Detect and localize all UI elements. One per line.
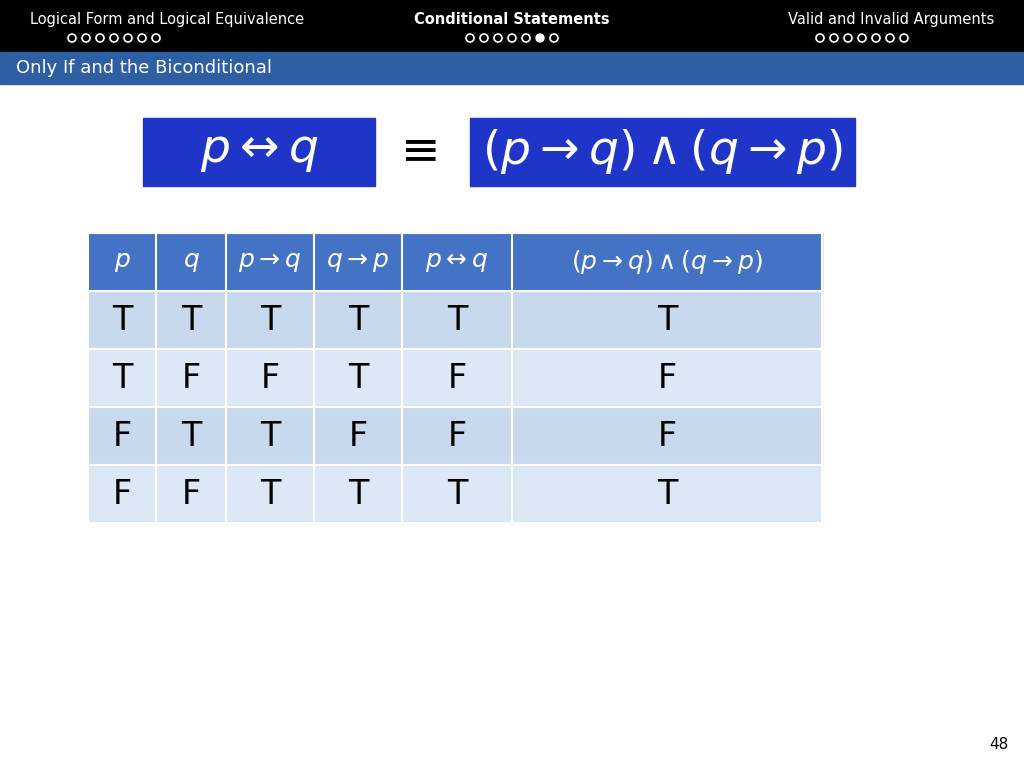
Bar bbox=[0, 0, 1024, 52]
Bar bbox=[156, 465, 226, 523]
Bar bbox=[226, 465, 314, 523]
Text: F: F bbox=[657, 362, 677, 395]
Text: T: T bbox=[181, 419, 201, 452]
Text: F: F bbox=[348, 419, 368, 452]
Text: F: F bbox=[113, 478, 132, 511]
Text: T: T bbox=[348, 362, 369, 395]
Text: $\mathit{q} \rightarrow \mathit{p}$: $\mathit{q} \rightarrow \mathit{p}$ bbox=[327, 250, 390, 274]
Bar bbox=[402, 465, 512, 523]
Bar bbox=[88, 291, 156, 349]
Bar bbox=[314, 407, 402, 465]
Bar bbox=[512, 349, 822, 407]
Bar bbox=[88, 465, 156, 523]
Bar bbox=[156, 291, 226, 349]
Bar bbox=[314, 233, 402, 291]
Bar bbox=[402, 233, 512, 291]
Text: T: T bbox=[348, 478, 369, 511]
Circle shape bbox=[536, 34, 544, 42]
Bar bbox=[88, 349, 156, 407]
Text: T: T bbox=[260, 419, 281, 452]
Text: $(\mathit{p} \rightarrow \mathit{q}) \wedge (\mathit{q} \rightarrow \mathit{p})$: $(\mathit{p} \rightarrow \mathit{q}) \we… bbox=[482, 127, 843, 177]
Text: F: F bbox=[113, 419, 132, 452]
Bar bbox=[314, 465, 402, 523]
Text: T: T bbox=[656, 303, 677, 336]
Text: F: F bbox=[657, 419, 677, 452]
Bar bbox=[226, 291, 314, 349]
Bar bbox=[226, 407, 314, 465]
Bar bbox=[402, 407, 512, 465]
Text: Conditional Statements: Conditional Statements bbox=[414, 12, 610, 27]
Text: T: T bbox=[181, 303, 201, 336]
Bar bbox=[226, 349, 314, 407]
Text: $\mathit{p} \leftrightarrow \mathit{q}$: $\mathit{p} \leftrightarrow \mathit{q}$ bbox=[200, 130, 318, 174]
Text: F: F bbox=[260, 362, 280, 395]
Bar bbox=[402, 349, 512, 407]
Bar bbox=[512, 465, 822, 523]
Text: $(\mathit{p} \rightarrow \mathit{q}) \wedge (\mathit{q} \rightarrow \mathit{p})$: $(\mathit{p} \rightarrow \mathit{q}) \we… bbox=[571, 248, 763, 276]
Bar bbox=[88, 233, 156, 291]
Bar bbox=[226, 233, 314, 291]
Bar bbox=[314, 349, 402, 407]
Text: $\mathit{p} \rightarrow \mathit{q}$: $\mathit{p} \rightarrow \mathit{q}$ bbox=[239, 250, 302, 274]
Text: T: T bbox=[656, 478, 677, 511]
Bar bbox=[0, 52, 1024, 84]
Bar bbox=[314, 291, 402, 349]
Text: $\mathit{q}$: $\mathit{q}$ bbox=[182, 250, 200, 274]
Text: T: T bbox=[260, 303, 281, 336]
Bar bbox=[470, 118, 855, 186]
Bar bbox=[402, 291, 512, 349]
Text: F: F bbox=[181, 362, 201, 395]
Bar bbox=[512, 291, 822, 349]
Text: T: T bbox=[112, 362, 132, 395]
Text: Only If and the Biconditional: Only If and the Biconditional bbox=[16, 59, 272, 77]
Text: T: T bbox=[446, 478, 467, 511]
Bar bbox=[88, 407, 156, 465]
Bar bbox=[156, 407, 226, 465]
Bar bbox=[143, 118, 375, 186]
Text: Valid and Invalid Arguments: Valid and Invalid Arguments bbox=[787, 12, 994, 27]
Text: Logical Form and Logical Equivalence: Logical Form and Logical Equivalence bbox=[30, 12, 304, 27]
Text: T: T bbox=[112, 303, 132, 336]
Text: 48: 48 bbox=[989, 737, 1008, 752]
Text: F: F bbox=[447, 362, 467, 395]
Text: F: F bbox=[181, 478, 201, 511]
Bar bbox=[512, 407, 822, 465]
Text: T: T bbox=[348, 303, 369, 336]
Text: $\mathit{p}$: $\mathit{p}$ bbox=[114, 250, 130, 274]
Bar bbox=[156, 233, 226, 291]
Text: ≡: ≡ bbox=[401, 130, 440, 174]
Bar bbox=[156, 349, 226, 407]
Text: T: T bbox=[446, 303, 467, 336]
Bar bbox=[512, 233, 822, 291]
Text: F: F bbox=[447, 419, 467, 452]
Text: T: T bbox=[260, 478, 281, 511]
Text: $\mathit{p} \leftrightarrow \mathit{q}$: $\mathit{p} \leftrightarrow \mathit{q}$ bbox=[425, 250, 488, 274]
